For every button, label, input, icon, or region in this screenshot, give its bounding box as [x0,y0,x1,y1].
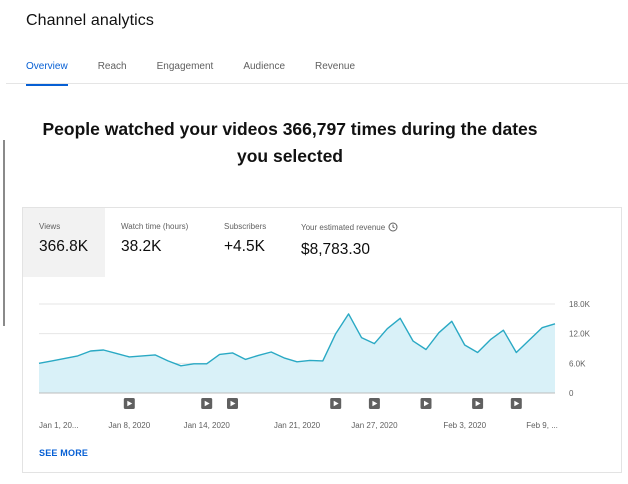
y-tick-label: 6.0K [569,359,586,368]
x-tick-label: Jan 1, 20... [39,421,79,430]
tabs-divider [6,83,628,84]
play-icon [475,400,481,407]
metric-revenue[interactable]: Your estimated revenue $8,783.30 [301,208,441,277]
overview-card: Views 366.8K Watch time (hours) 38.2K Su… [22,207,622,473]
play-icon [127,400,133,407]
metric-label: Your estimated revenue [301,222,441,234]
views-chart: 18.0K 12.0K 6.0K 0 Jan 1, 20... Jan 8, 2020 Ja… [38,300,591,430]
metric-label: Views [39,222,61,231]
x-tick-label: Jan 8, 2020 [108,421,150,430]
metric-value: $8,783.30 [301,241,370,258]
play-icon [424,400,429,407]
metric-value: +4.5K [224,238,265,255]
video-marker-icon[interactable] [330,398,342,409]
metric-watch-time[interactable]: Watch time (hours) 38.2K [121,208,221,277]
see-more-link[interactable]: SEE MORE [39,448,89,458]
tab-audience[interactable]: Audience [243,61,286,72]
page-title: Channel analytics [26,12,154,29]
tab-reach[interactable]: Reach [97,61,127,72]
video-marker-icon[interactable] [510,398,522,409]
video-marker-icon[interactable] [472,398,484,409]
x-tick-label: Jan 27, 2020 [351,421,398,430]
y-tick-label: 12.0K [569,330,591,339]
views-headline: People watched your videos 366,797 times… [42,119,538,166]
play-icon [514,400,520,407]
page-scrollbar[interactable] [3,140,5,326]
tab-revenue[interactable]: Revenue [315,61,356,72]
analytics-tabs: Overview Reach Engagement Audience Reven… [26,56,385,86]
play-icon [333,400,339,407]
y-tick-label: 0 [569,389,574,398]
metric-label: Watch time (hours) [121,222,189,231]
info-icon[interactable] [388,222,398,234]
x-tick-label: Jan 21, 2020 [274,421,321,430]
video-marker-icon[interactable] [420,398,432,409]
metric-value: 38.2K [121,238,162,255]
tab-engagement[interactable]: Engagement [156,61,214,72]
x-tick-label: Feb 9, ... [526,421,558,430]
views-area [39,313,555,393]
metric-value: 366.8K [39,238,89,255]
video-marker-icon[interactable] [201,398,213,409]
x-tick-label: Feb 3, 2020 [443,421,486,430]
metric-label-text: Your estimated revenue [301,223,386,232]
metric-subscribers[interactable]: Subscribers +4.5K [224,208,304,277]
metric-views[interactable]: Views 366.8K [23,208,105,277]
video-marker-icon[interactable] [123,398,135,409]
tab-overview[interactable]: Overview [26,56,68,86]
play-icon [372,400,378,407]
play-icon [204,400,210,407]
metric-label: Subscribers [224,222,267,231]
y-tick-label: 18.0K [569,300,591,309]
play-icon [230,400,236,407]
views-line [38,313,556,367]
video-marker-icon[interactable] [368,398,380,409]
video-marker-icon[interactable] [227,398,238,409]
x-tick-label: Jan 14, 2020 [184,421,231,430]
